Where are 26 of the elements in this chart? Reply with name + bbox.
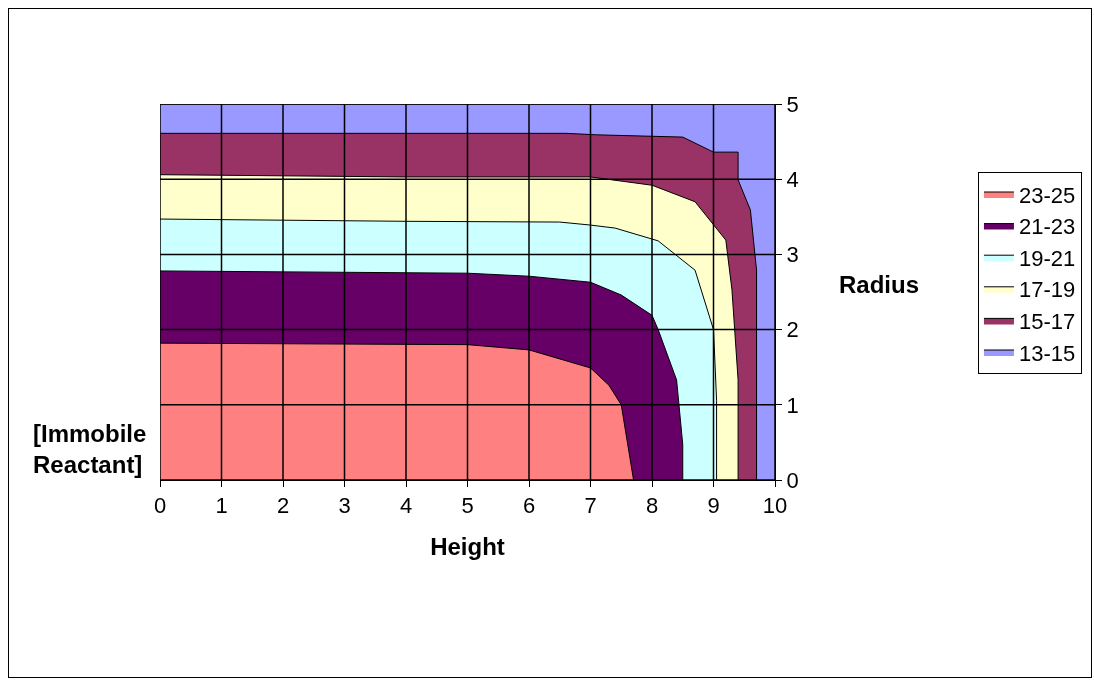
y-tick-label: 0 — [786, 467, 799, 493]
legend-label: 21-23 — [1018, 214, 1076, 240]
x-tick-label: 10 — [762, 493, 788, 519]
x-tick-label: 8 — [645, 493, 659, 519]
legend-label: 23-25 — [1018, 182, 1076, 208]
x-tick-label: 7 — [584, 493, 597, 519]
y-tick-label: 3 — [786, 242, 799, 268]
legend-label: 17-19 — [1018, 277, 1076, 303]
x-tick-label: 9 — [707, 493, 720, 519]
legend-label: 15-17 — [1018, 308, 1076, 334]
text: [Immobile Reactant] — [33, 420, 147, 479]
legend-label: 13-15 — [1018, 340, 1076, 366]
x-axis-title: Height — [430, 532, 505, 560]
y-tick-label: 5 — [786, 91, 799, 117]
x-tick-label: 2 — [276, 493, 290, 519]
x-tick-label: 4 — [399, 493, 413, 519]
y-axis-title: Radius — [839, 271, 920, 298]
x-tick-label: 1 — [215, 493, 228, 519]
y-tick-label: 4 — [786, 166, 799, 192]
y-tick-label: 1 — [786, 392, 799, 418]
y-tick-label: 2 — [786, 317, 799, 343]
x-tick-label: 5 — [461, 493, 474, 519]
x-tick-label: 0 — [153, 493, 167, 519]
legend-label: 19-21 — [1018, 245, 1076, 271]
x-tick-label: 6 — [522, 493, 536, 519]
x-tick-label: 3 — [338, 493, 351, 519]
